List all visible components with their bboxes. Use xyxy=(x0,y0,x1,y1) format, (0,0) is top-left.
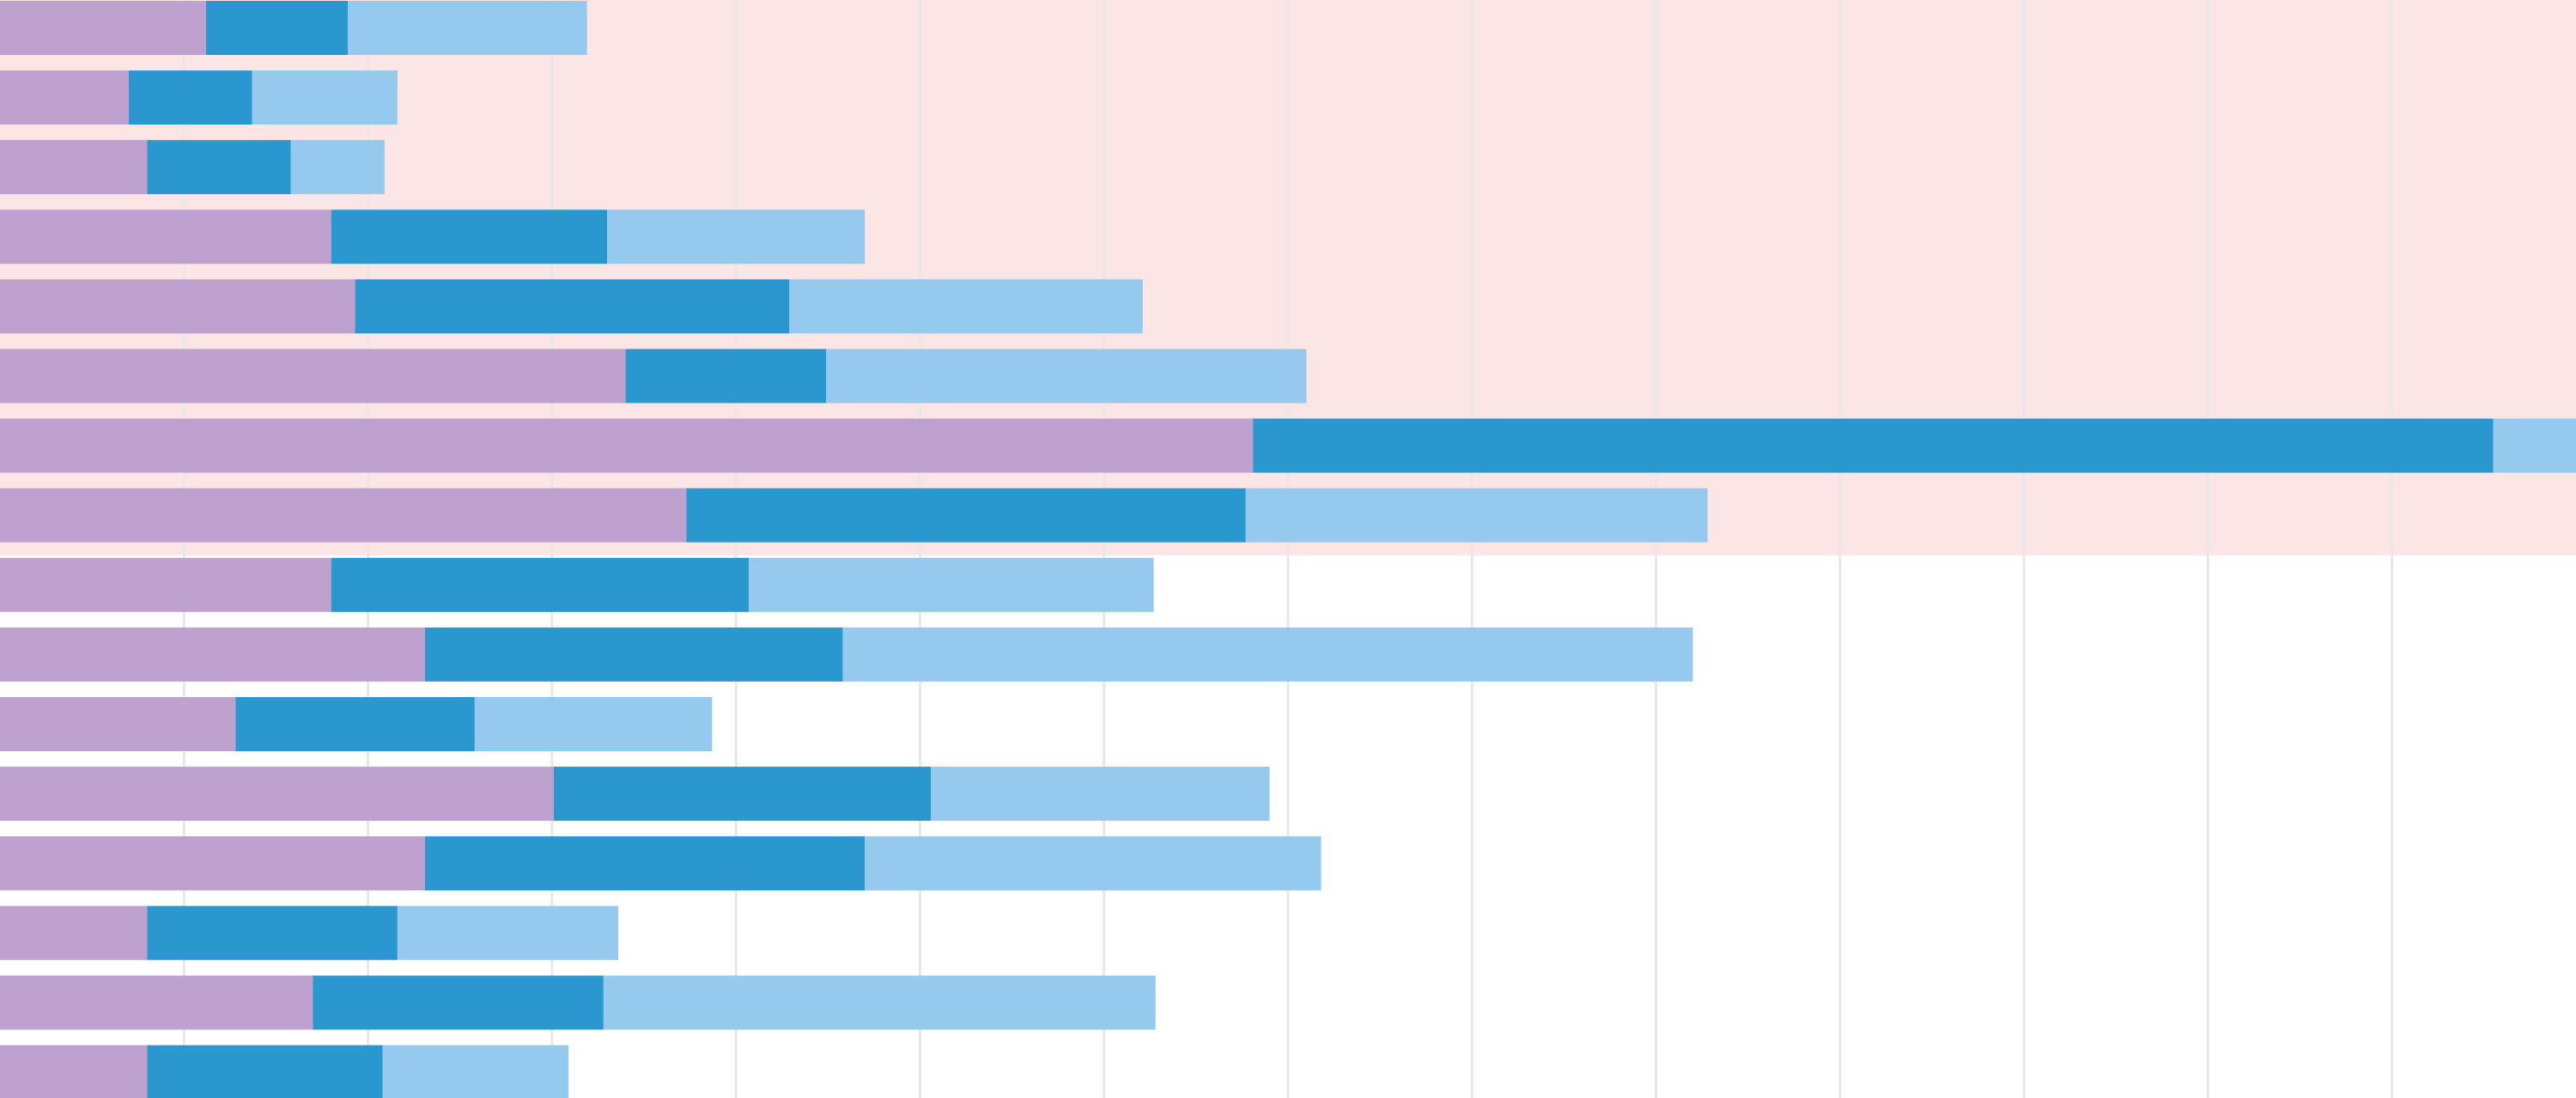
bar-segment-row7-series1 xyxy=(0,418,1254,473)
bar-segment-row14-series3 xyxy=(397,906,618,961)
bar-segment-row15-series2 xyxy=(313,975,604,1030)
bar-segment-row11-series2 xyxy=(235,697,475,751)
gridlines xyxy=(182,0,2394,1098)
bar-segment-row4-series2 xyxy=(331,209,608,264)
bar-segment-row10-series1 xyxy=(0,627,425,682)
bar-segment-row6-series1 xyxy=(0,349,626,403)
bar-segment-row5-series2 xyxy=(355,279,790,334)
bar-segment-row8-series2 xyxy=(686,488,1246,543)
bar-segment-row4-series1 xyxy=(0,209,331,264)
bar-segment-row2-series1 xyxy=(0,70,129,125)
bar-segment-row10-series3 xyxy=(842,627,1693,682)
bar-segment-row3-series1 xyxy=(0,140,148,195)
bar-segment-row5-series3 xyxy=(789,279,1143,334)
bar-segment-row16-series2 xyxy=(147,1045,383,1098)
bar-segment-row7-series3 xyxy=(2493,418,2576,473)
bar-segment-row15-series3 xyxy=(603,975,1156,1030)
bar-segment-row12-series1 xyxy=(0,767,554,822)
bar-segment-row13-series1 xyxy=(0,836,425,891)
bar-segment-row14-series1 xyxy=(0,906,148,961)
bar-segment-row4-series3 xyxy=(607,209,866,264)
bar-segment-row3-series2 xyxy=(147,140,291,195)
bar-segment-row2-series2 xyxy=(129,70,252,125)
bar-segment-row3-series3 xyxy=(290,140,385,195)
bar-segment-row15-series1 xyxy=(0,975,313,1030)
bar-segment-row1-series3 xyxy=(348,1,587,55)
bar-segment-row16-series3 xyxy=(382,1045,569,1098)
bar-segment-row9-series1 xyxy=(0,557,331,612)
bar-segment-row2-series3 xyxy=(252,70,398,125)
bar-segment-row12-series2 xyxy=(554,767,932,822)
bar-segment-row11-series3 xyxy=(474,697,713,751)
bar-segment-row6-series2 xyxy=(625,349,827,403)
bar-segment-row1-series1 xyxy=(0,1,206,55)
bar-segment-row12-series3 xyxy=(931,767,1270,822)
bar-segment-row8-series3 xyxy=(1245,488,1708,543)
bar-segment-row11-series1 xyxy=(0,697,236,751)
bar-segment-row9-series2 xyxy=(331,557,750,612)
bar-segment-row14-series2 xyxy=(147,906,398,961)
bar-segment-row7-series2 xyxy=(1253,418,2494,473)
bar-segment-row5-series1 xyxy=(0,279,355,334)
bar-segment-row10-series2 xyxy=(425,627,843,682)
bar-segment-row16-series1 xyxy=(0,1045,148,1098)
bar-segment-row9-series3 xyxy=(749,557,1154,612)
bar-segment-row6-series3 xyxy=(826,349,1307,403)
bar-segment-row8-series1 xyxy=(0,488,687,543)
bar-segment-row13-series2 xyxy=(425,836,866,891)
bar-segment-row13-series3 xyxy=(865,836,1321,891)
bar-segment-row1-series2 xyxy=(206,1,348,55)
